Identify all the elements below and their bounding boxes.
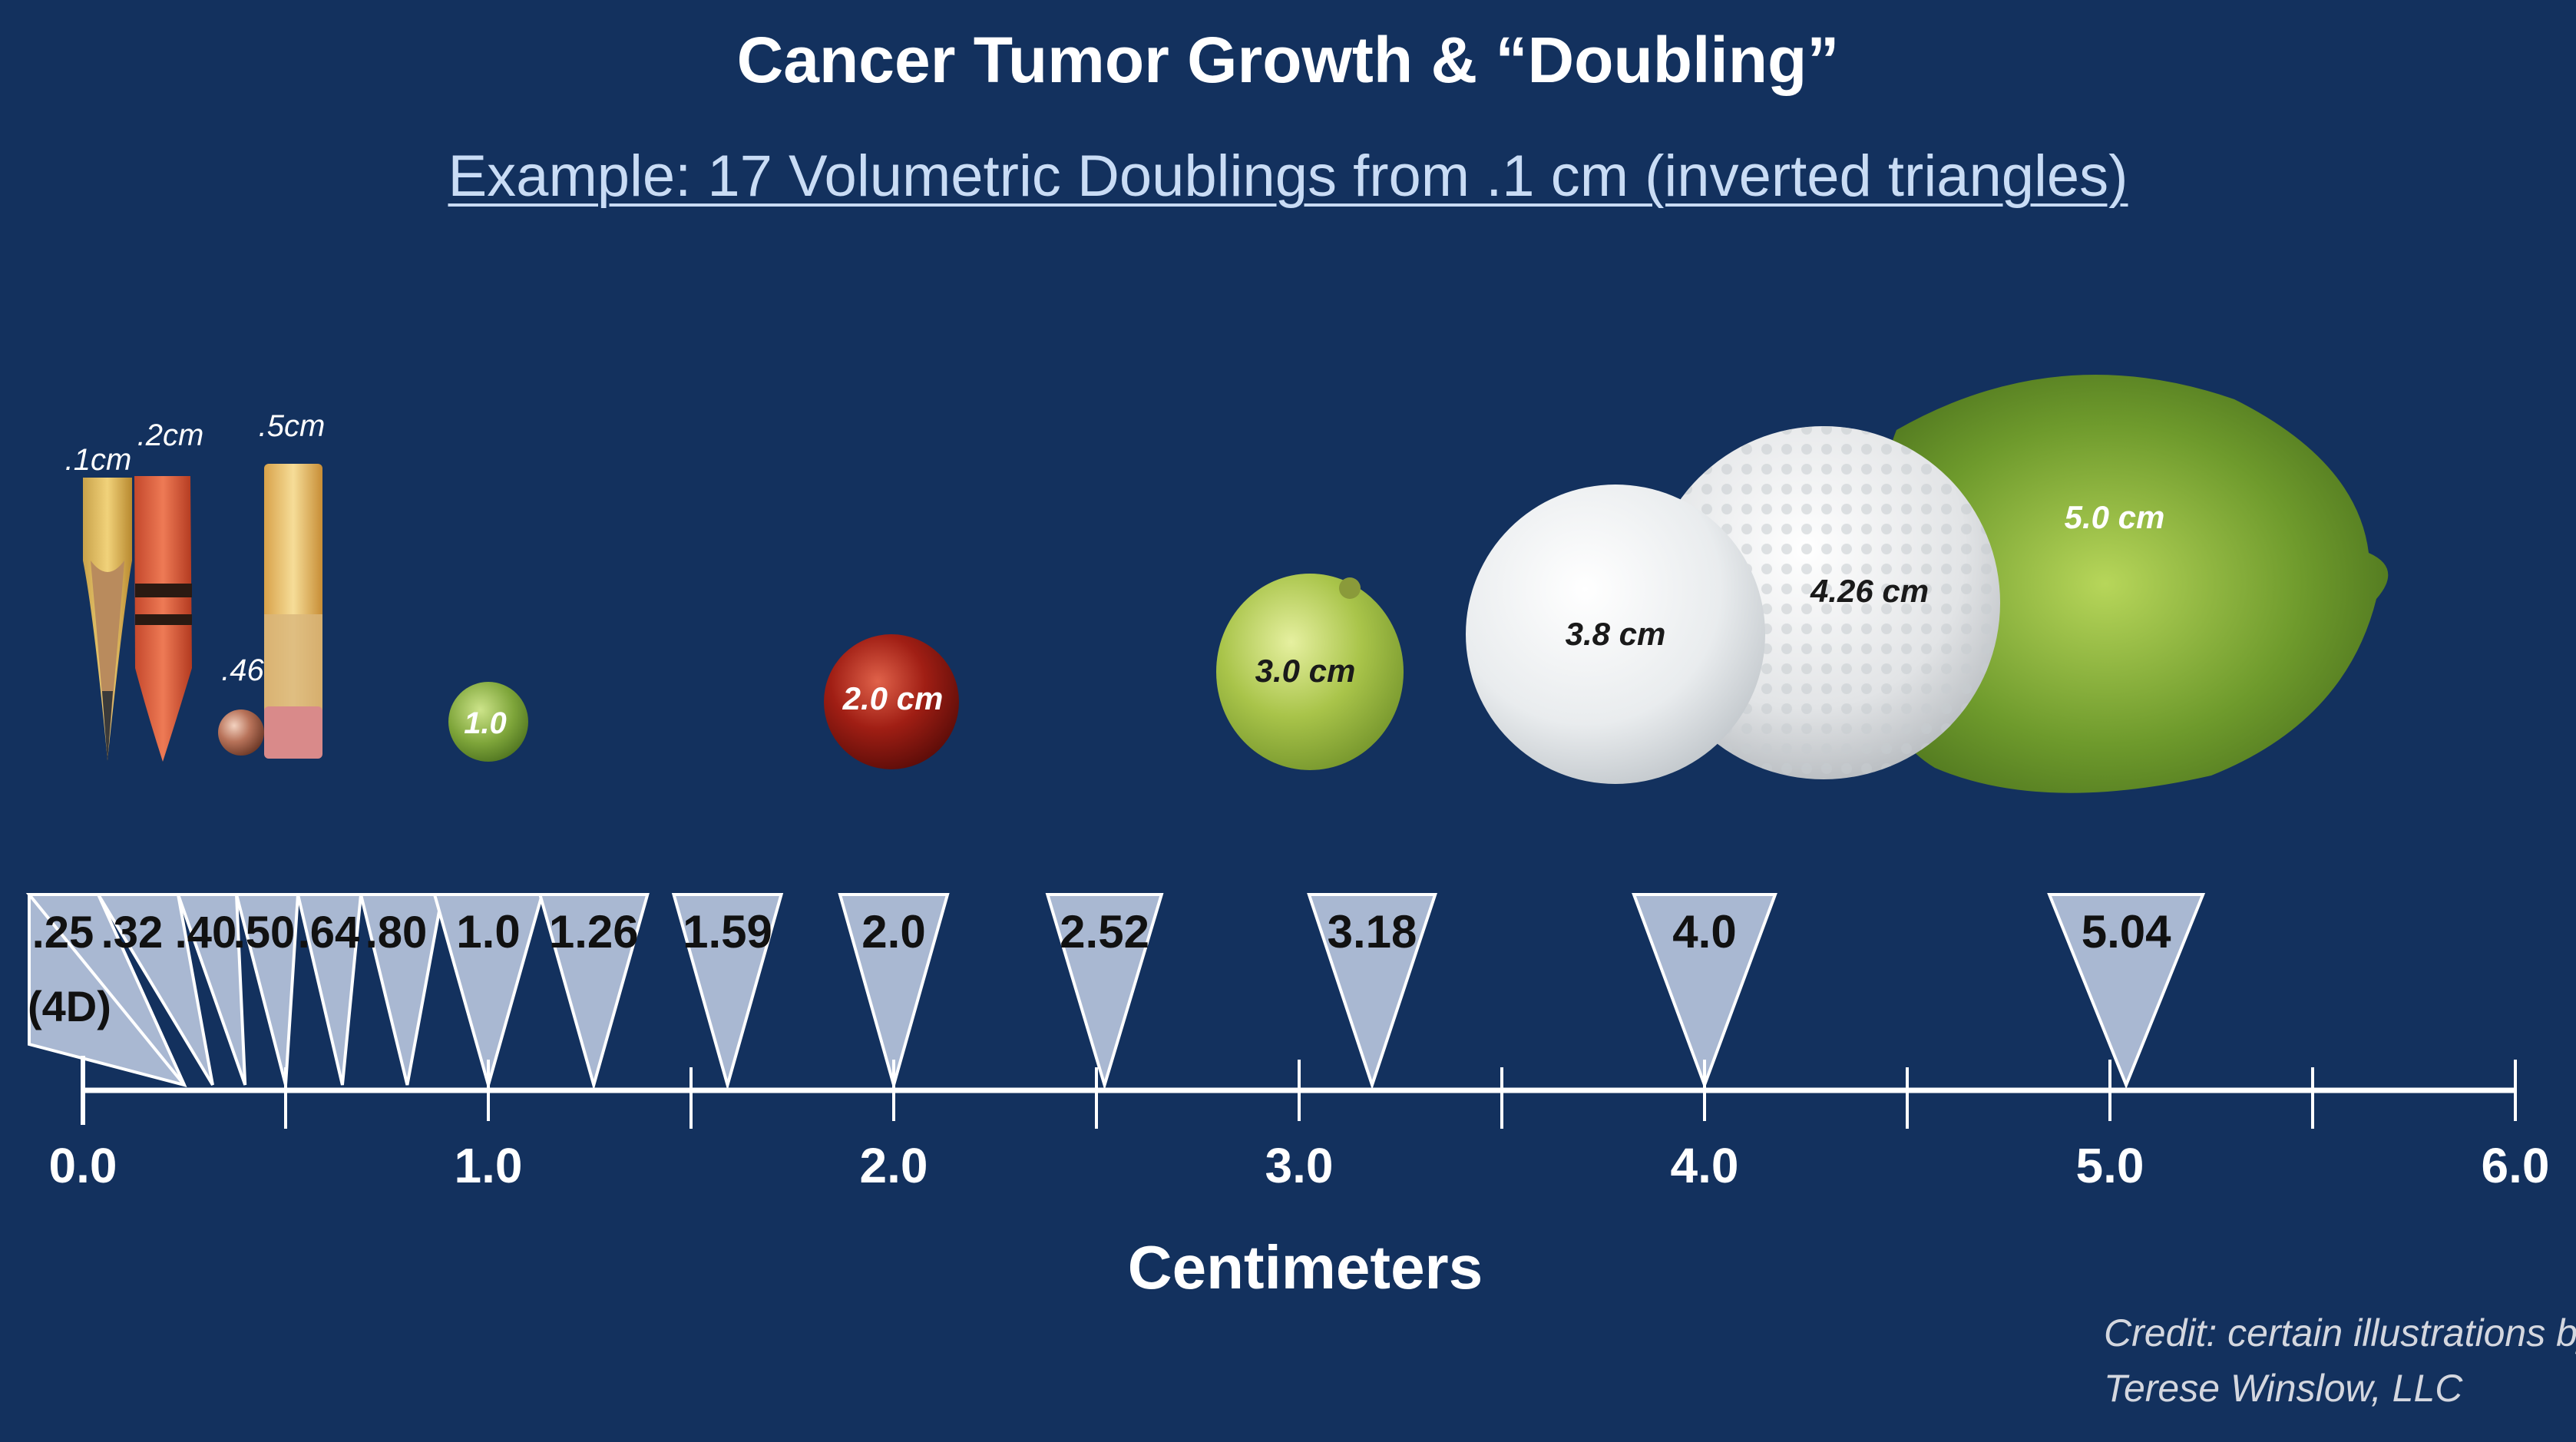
doubling-label: .25 [32,908,94,957]
doubling-triangle [838,893,950,1091]
object-label: 5.0 cm [2065,499,2165,535]
page-title: Cancer Tumor Growth & “Doubling” [736,24,1840,96]
object-label: .46 [221,653,264,687]
axis-tick-label: 3.0 [1265,1138,1334,1193]
doubling-label: .64 [298,908,360,957]
doubling-triangle [25,893,186,1086]
pencil-illustration [83,478,132,762]
object-label: 4.26 cm [1810,573,1929,609]
doubling-label: .80 [365,908,428,957]
axis-tick-label: 2.0 [860,1138,928,1193]
lime-illustration [1873,375,2389,793]
doubling-triangle [296,893,363,1086]
doubling-triangle [432,893,544,1091]
doubling-triangle [1045,893,1164,1090]
doubling-label: 4.0 [1672,906,1736,957]
axis-tick-label: 4.0 [1671,1138,1739,1193]
doubling-triangle [1632,893,1777,1090]
four-doublings-note: (4D) [28,982,111,1030]
doubling-label: 1.0 [456,906,520,957]
axis-tick-label: 0.0 [49,1138,117,1193]
doubling-label: .32 [101,908,164,957]
doubling-label: .50 [233,908,296,957]
doubling-label: 1.59 [683,906,772,957]
axis-tick-label: 1.0 [455,1138,523,1193]
cranberry-illustration [824,634,959,769]
doubling-triangles: .25.32.40.50.64.80 1.0 1.26 1.59 2.0 2.52 3.18… [25,893,2206,1091]
bb-pellet-illustration [218,709,264,756]
doubling-label: 2.52 [1060,906,1149,957]
doubling-triangle [95,893,214,1086]
page-subtitle: Example: 17 Volumetric Doublings from .1… [448,144,2128,209]
axis-tick-label: 6.0 [2482,1138,2550,1193]
credit: Credit: certain illustrations by: Terese… [2104,1305,2576,1416]
doubling-label: 5.04 [2082,906,2171,957]
object-label: 3.0 cm [1255,653,1356,689]
credit-line: Credit: certain illustrations by: [2104,1311,2576,1354]
doubling-label: 1.26 [549,906,639,957]
object-label: .1cm [65,443,132,477]
object-label: 1.0 [464,706,507,740]
doubling-label: 2.0 [861,906,925,957]
object-label: .5cm [259,409,326,443]
doubling-triangle [671,893,784,1091]
doubling-triangle [234,893,300,1086]
doubling-triangle [1307,893,1437,1090]
doubling-label: .40 [175,908,237,957]
credit-line: Terese Winslow, LLC [2104,1367,2463,1410]
doubling-label: 3.18 [1328,906,1417,957]
object-label: 2.0 cm [842,680,944,716]
pea-illustration [448,682,528,762]
object-label: .2cm [137,418,204,452]
centimeter-axis: 0.0 1.0 2.0 3.0 4.0 5.0 6.0 [49,1056,2550,1193]
object-label: 3.8 cm [1566,616,1666,652]
ping-pong-ball-illustration [1466,485,1765,784]
axis-title: Centimeters [1128,1233,1483,1301]
doubling-triangle [537,893,650,1091]
object-labels: .1cm .2cm .46 .5cm 1.0 2.0 cm 3.0 cm 3.8… [65,409,2165,740]
eraser-illustration [264,464,322,759]
grape-illustration [1216,574,1404,770]
doubling-triangle [176,893,247,1086]
doubling-triangle [2047,893,2206,1090]
crayon-illustration [134,476,192,762]
axis-tick-label: 5.0 [2076,1138,2144,1193]
doubling-triangle [359,893,445,1086]
